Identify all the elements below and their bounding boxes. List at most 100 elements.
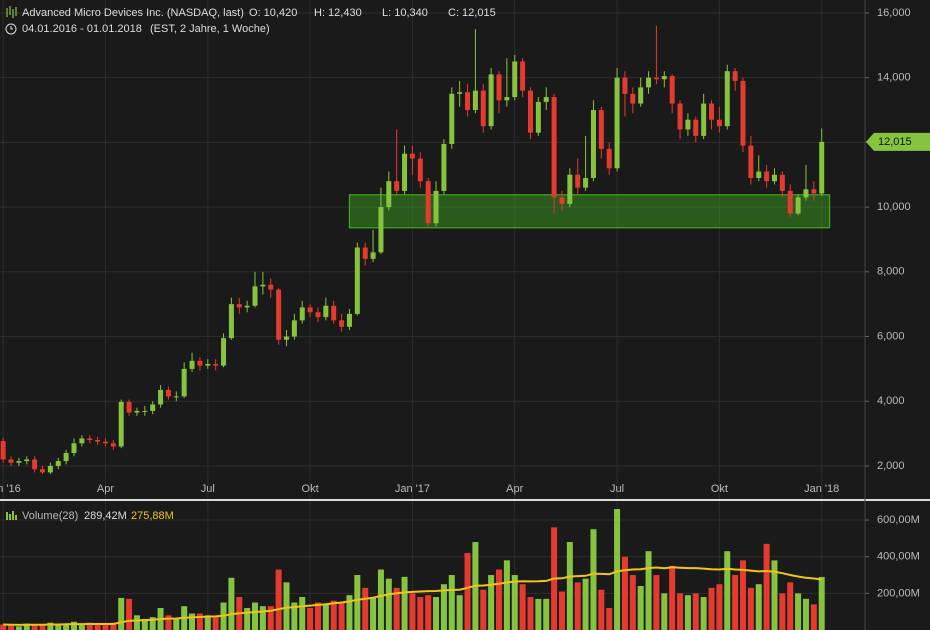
candle-body xyxy=(567,174,573,204)
candle-body xyxy=(488,74,494,127)
candle-body xyxy=(787,190,793,214)
volume-bar xyxy=(8,625,15,630)
candle-body xyxy=(354,247,360,314)
x-tick-label: Apr xyxy=(506,483,523,495)
candle-body xyxy=(126,401,132,413)
y-tick-label: 6,000 xyxy=(877,330,905,342)
y-tick-label: 14,000 xyxy=(877,72,911,84)
candle-body xyxy=(299,307,305,321)
y-tick-label: 8,000 xyxy=(877,266,905,278)
candle-body xyxy=(370,252,376,259)
candle-body xyxy=(527,90,533,133)
volume-bar xyxy=(543,598,550,630)
volume-bar xyxy=(126,598,133,630)
volume-bar xyxy=(779,593,786,630)
volume-bar xyxy=(747,587,754,630)
volume-bar xyxy=(393,587,400,630)
y-tick-label: 16,000 xyxy=(877,7,911,19)
volume-bar xyxy=(212,617,219,630)
volume-bar xyxy=(385,578,392,630)
candle-body xyxy=(291,320,297,337)
volume-bar xyxy=(118,597,125,630)
volume-bar xyxy=(417,597,424,630)
candle-body xyxy=(716,119,722,127)
volume-bar xyxy=(645,551,652,630)
candle-body xyxy=(158,389,164,405)
volume-bar xyxy=(39,625,46,630)
y-tick-label: 400,00M xyxy=(877,551,920,563)
candle-body xyxy=(205,364,211,366)
candle-body xyxy=(724,71,730,127)
candle-body xyxy=(803,189,809,198)
candle-body xyxy=(268,284,274,290)
volume-bar xyxy=(653,575,660,630)
candle-body xyxy=(417,158,423,182)
volume-average-line xyxy=(3,566,822,626)
candle-body xyxy=(819,141,825,194)
candle-body xyxy=(622,77,628,94)
volume-bar xyxy=(354,575,361,630)
x-tick-label: Jul xyxy=(201,483,215,495)
candle-body xyxy=(95,440,101,442)
candle-body xyxy=(653,77,659,80)
volume-bar xyxy=(370,597,377,630)
candle-body xyxy=(8,459,14,463)
volume-bar xyxy=(519,584,526,630)
volume-bar xyxy=(244,608,251,630)
candle-body xyxy=(236,304,242,308)
candle-body xyxy=(197,360,203,366)
candle-body xyxy=(598,110,604,149)
candle-body xyxy=(323,305,329,318)
candle-body xyxy=(685,119,691,130)
volume-bar xyxy=(755,584,762,630)
candle-body xyxy=(472,90,478,111)
volume-bar xyxy=(802,598,809,630)
candle-body xyxy=(551,97,557,198)
volume-bar xyxy=(503,560,510,630)
volume-bar xyxy=(488,575,495,630)
volume-bar xyxy=(433,597,440,630)
volume-bar xyxy=(716,584,723,630)
volume-bar xyxy=(480,589,487,630)
candle-body xyxy=(134,410,140,413)
candle-body xyxy=(402,153,408,191)
volume-bar xyxy=(409,593,416,630)
volume-bar xyxy=(23,623,30,630)
candle-body xyxy=(24,459,30,462)
volume-bar xyxy=(558,591,565,630)
volume-bar xyxy=(511,575,518,630)
candle-body xyxy=(87,438,93,441)
candle-body xyxy=(811,189,817,194)
candle-body xyxy=(331,305,337,321)
volume-bar xyxy=(425,595,432,630)
volume-bar xyxy=(141,619,148,630)
candle-body xyxy=(110,443,116,447)
volume-bar xyxy=(291,602,298,630)
volume-bar xyxy=(448,575,455,630)
candle-body xyxy=(425,181,431,224)
volume-bar xyxy=(149,617,156,630)
volume-bar xyxy=(362,587,369,630)
volume-bar xyxy=(684,595,691,630)
x-tick-label: Okt xyxy=(711,483,728,495)
volume-bar xyxy=(55,624,62,630)
volume-bar xyxy=(700,597,707,630)
volume-bar xyxy=(275,569,282,630)
header-low: L: 10,340 xyxy=(382,7,428,19)
volume-bar xyxy=(669,565,676,630)
volume-bar xyxy=(637,586,644,630)
y-tick-label: 10,000 xyxy=(877,201,911,213)
volume-bar xyxy=(496,569,503,630)
volume-legend-average: 275,88M xyxy=(131,510,174,522)
candle-body xyxy=(677,103,683,130)
candle-body xyxy=(142,410,148,412)
candle-body xyxy=(740,80,746,146)
volume-bar xyxy=(70,621,77,630)
volume-bar xyxy=(196,613,203,630)
candle-body xyxy=(480,90,486,127)
candle-body xyxy=(0,441,6,460)
volume-bar xyxy=(763,543,770,630)
candle-body xyxy=(307,307,313,313)
last-price-label: 12,015 xyxy=(878,136,912,148)
